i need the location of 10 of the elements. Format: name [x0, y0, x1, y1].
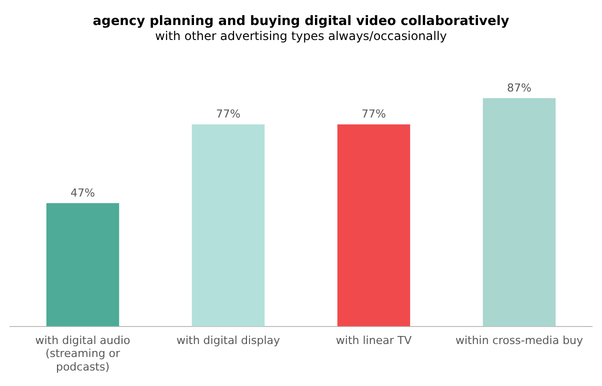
x-tick-label: within cross-media buy	[455, 334, 584, 347]
data-label: 87%	[507, 81, 532, 94]
x-tick-label: with digital display	[176, 334, 281, 347]
x-tick-label: with digital audio (streaming or podcasts)	[35, 334, 131, 374]
data-label: 77%	[216, 108, 240, 121]
data-label: 77%	[362, 108, 386, 121]
chart-title: agency planning and buying digital video collaboratively	[92, 14, 510, 30]
x-tick-label: with linear TV	[336, 334, 412, 347]
chart-subtitle: with other advertising types always/occasionally	[155, 28, 447, 43]
data-label: 47%	[70, 186, 95, 200]
